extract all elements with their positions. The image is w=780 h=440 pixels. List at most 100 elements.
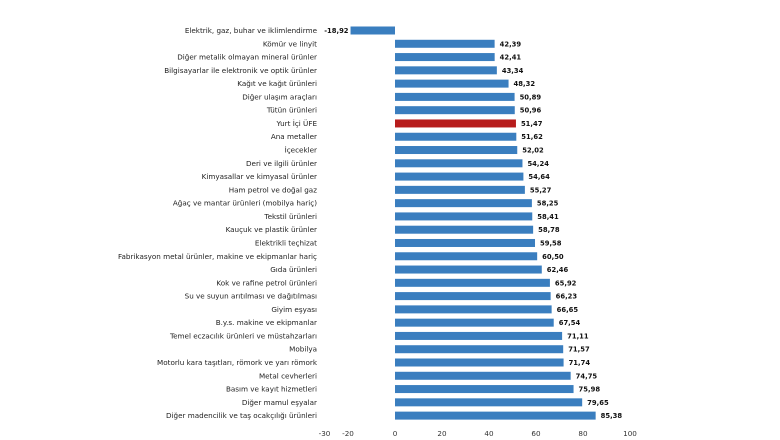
category-label: Mobilya <box>289 345 317 354</box>
bar <box>395 358 564 367</box>
category-label: Tekstil ürünleri <box>263 212 317 221</box>
value-label: 65,92 <box>555 279 577 287</box>
category-label: Ağaç ve mantar ürünleri (mobilya hariç) <box>173 199 317 208</box>
bar <box>395 345 564 354</box>
bar <box>395 39 495 48</box>
value-label: 71,57 <box>568 346 590 354</box>
value-label: 79,65 <box>587 399 609 407</box>
category-label: B.y.s. makine ve ekipmanlar <box>216 318 317 327</box>
bar <box>395 225 534 234</box>
bar <box>395 172 524 181</box>
bar <box>395 132 517 141</box>
bar <box>395 292 551 301</box>
value-label: 54,24 <box>527 160 549 168</box>
category-label: İçecekler <box>285 146 317 155</box>
x-tick-label: 80 <box>578 429 588 438</box>
x-tick-label: 60 <box>531 429 541 438</box>
value-label: 42,39 <box>500 40 522 48</box>
value-label: 85,38 <box>601 412 623 420</box>
category-label: Fabrikasyon metal ürünler, makine ve eki… <box>118 252 317 261</box>
x-tick-label: 40 <box>484 429 494 438</box>
bar <box>395 278 550 287</box>
value-label: 58,78 <box>538 226 560 234</box>
bar <box>395 238 536 247</box>
bar-highlight <box>395 119 516 128</box>
bar <box>395 265 542 274</box>
value-label: 60,50 <box>542 253 564 261</box>
x-tick-label: 0 <box>393 429 398 438</box>
bar <box>395 146 518 155</box>
value-label: 48,32 <box>514 80 536 88</box>
value-label: 54,64 <box>528 173 550 181</box>
category-label: Diğer madencilik ve taş ocakçılığı ürünl… <box>166 411 317 420</box>
category-label: Elektrik, gaz, buhar ve iklimlendirme <box>185 26 318 35</box>
value-label: 75,98 <box>579 386 601 394</box>
bar <box>395 371 571 380</box>
x-tick-label: -20 <box>342 429 354 438</box>
value-label: 58,41 <box>537 213 559 221</box>
category-label: Ham petrol ve doğal gaz <box>229 185 318 194</box>
category-label: Kimyasallar ve kimyasal ürünler <box>202 172 317 181</box>
value-label: 43,34 <box>502 67 524 75</box>
bar <box>395 252 538 261</box>
bar <box>395 185 525 194</box>
bar <box>395 159 523 168</box>
category-label: Deri ve ilgili ürünler <box>246 159 317 168</box>
x-tick-label: -30 <box>319 429 331 438</box>
category-label: Bilgisayarlar ile elektronik ve optik ür… <box>164 66 317 75</box>
value-label: 62,46 <box>547 266 569 274</box>
value-label: 66,65 <box>557 306 579 314</box>
value-label: 50,89 <box>520 93 542 101</box>
value-label: 59,58 <box>540 239 562 247</box>
value-label: 51,62 <box>521 133 543 141</box>
category-label: Diğer ulaşım araçları <box>242 92 317 101</box>
category-label: Ana metaller <box>271 132 317 141</box>
value-label: -18,92 <box>324 27 349 35</box>
value-label: 51,47 <box>521 120 543 128</box>
value-label: 42,41 <box>500 54 522 62</box>
value-label: 71,74 <box>569 359 591 367</box>
bar <box>395 331 563 340</box>
category-label: Kömür ve linyit <box>263 39 317 48</box>
category-label: Temel eczacılık ürünleri ve müstahzarlar… <box>169 331 317 340</box>
value-label: 58,25 <box>537 200 559 208</box>
x-tick-label: 100 <box>623 429 637 438</box>
bar <box>395 318 554 327</box>
category-labels: Elektrik, gaz, buhar ve iklimlendirme Köm… <box>118 26 318 420</box>
category-label: Kağıt ve kağıt ürünleri <box>237 79 317 88</box>
x-tick-label: 20 <box>437 429 447 438</box>
category-label: Su ve suyun arıtılması ve dağıtılması <box>185 292 317 301</box>
value-label: 71,11 <box>567 332 589 340</box>
bar <box>395 398 583 407</box>
category-label: Kauçuk ve plastik ürünler <box>226 225 317 234</box>
category-label: Tütün ürünleri <box>266 106 317 115</box>
bars-layer <box>350 26 596 420</box>
bar <box>395 66 497 75</box>
category-label: Basım ve kayıt hizmetleri <box>226 385 317 394</box>
bar <box>395 385 574 394</box>
category-label: Diğer mamul eşyalar <box>242 398 317 407</box>
category-label: Diğer metalik olmayan mineral ürünler <box>177 53 317 62</box>
bar <box>395 106 515 115</box>
bar <box>395 53 495 62</box>
category-label: Metal cevherleri <box>259 371 317 380</box>
bar <box>395 305 552 314</box>
bar <box>350 26 395 35</box>
bar <box>395 199 532 208</box>
category-label: Giyim eşyası <box>271 305 317 314</box>
bar <box>395 212 533 221</box>
value-label: 74,75 <box>576 372 598 380</box>
category-label: Gıda ürünleri <box>270 265 317 274</box>
category-label: Kok ve rafine petrol ürünleri <box>216 278 317 287</box>
bar <box>395 79 509 88</box>
category-label: Yurt İçi ÜFE <box>276 119 318 128</box>
value-label: 66,23 <box>556 293 578 301</box>
value-label: 55,27 <box>530 186 552 194</box>
category-label: Motorlu kara taşıtları, römork ve yarı r… <box>157 358 318 367</box>
value-label: 67,54 <box>559 319 581 327</box>
x-axis-ticks: -30 -20 0 20 40 60 80 100 <box>319 429 638 438</box>
bar <box>395 411 596 420</box>
value-labels: -18,92 42,39 42,41 43,34 48,32 50,89 50,96 51,4… <box>324 27 622 420</box>
